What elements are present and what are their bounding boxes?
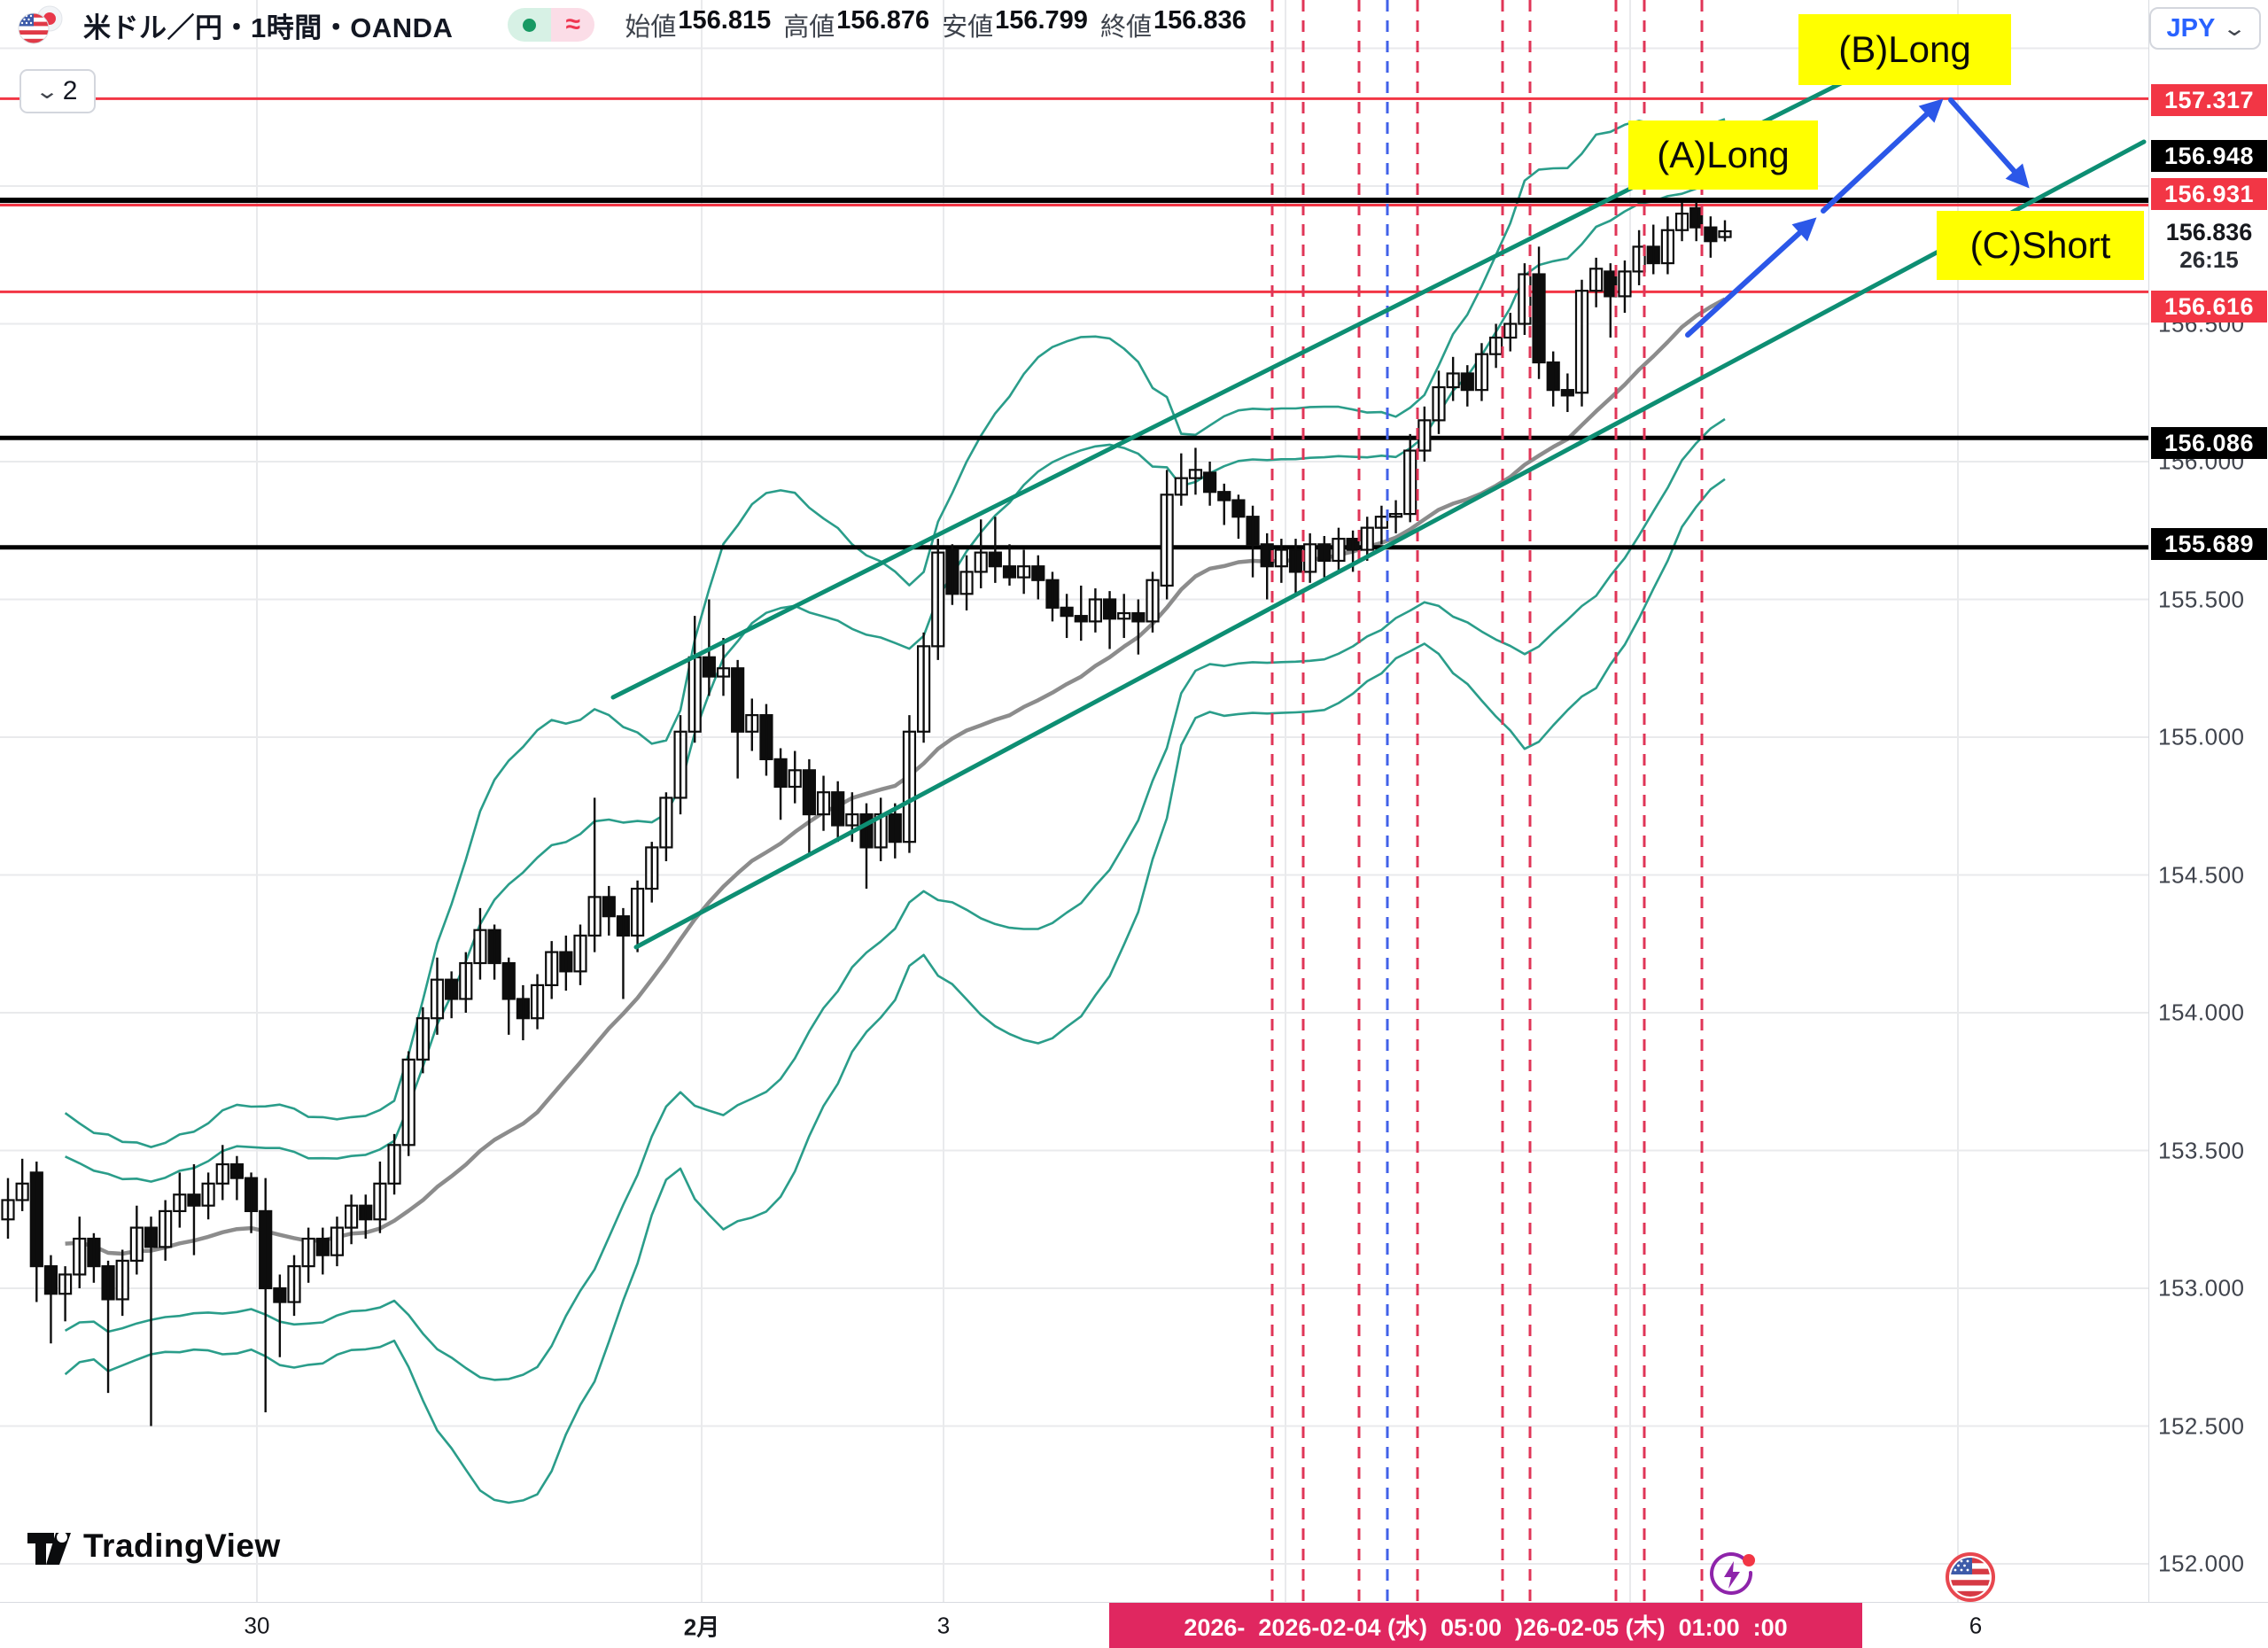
time-tick-label: 6 <box>1969 1612 1983 1638</box>
price-tick-label: 152.500 <box>2158 1412 2245 1439</box>
us-flag-marker-icon[interactable] <box>1946 1552 1995 1606</box>
current-price: 156.836 <box>2165 219 2253 245</box>
time-tick-label: 2月 <box>683 1613 720 1640</box>
projection-arrow[interactable] <box>1948 97 2025 183</box>
trade-note-b-long[interactable]: (B)Long <box>1798 14 2011 85</box>
projection-arrow[interactable] <box>1685 222 1812 338</box>
bar-countdown: 26:15 <box>2179 246 2239 273</box>
trend-channel-line[interactable] <box>633 139 2147 950</box>
price-axis[interactable]: 156.500 156.000 155.500 155.000 154.500 154.0… <box>2148 0 2268 1602</box>
bollinger-band-line[interactable] <box>64 478 1726 1504</box>
time-tick-label: 3 <box>936 1612 951 1638</box>
price-tick-label: 154.000 <box>2158 999 2245 1026</box>
current-price-label: 156.836 26:15 <box>2151 219 2267 274</box>
price-tick-label: 154.500 <box>2158 861 2245 888</box>
price-line-label[interactable]: 157.317 <box>2151 84 2267 116</box>
indicators-collapse-button[interactable]: ⌄ 2 <box>19 69 96 113</box>
price-tick-label: 155.500 <box>2158 586 2245 612</box>
price-line-label[interactable]: 155.689 <box>2151 528 2267 560</box>
price-line-label[interactable]: 156.948 <box>2151 140 2267 172</box>
chevron-down-icon: ⌄ <box>34 79 59 104</box>
price-line-label[interactable]: 156.931 <box>2151 178 2267 210</box>
bollinger-band-line[interactable] <box>64 118 1726 1148</box>
price-tick-label: 153.000 <box>2158 1274 2245 1302</box>
price-line-label[interactable]: 156.086 <box>2151 427 2267 459</box>
trade-note-c-short[interactable]: (C)Short <box>1937 211 2144 280</box>
time-tick-label: 30 <box>244 1612 270 1638</box>
projection-arrowhead <box>2005 163 2030 189</box>
lightning-alert-icon[interactable] <box>1706 1549 1758 1605</box>
price-line-label[interactable]: 156.616 <box>2151 291 2267 323</box>
bollinger-band-line[interactable] <box>64 417 1726 1381</box>
currency-unit-label: JPY <box>2166 13 2216 43</box>
projection-arrowhead <box>1791 217 1817 242</box>
tradingview-logo-icon <box>27 1532 71 1565</box>
selected-date-range-label[interactable]: 2026- 2026-02-04 (水) 05:00 )26-02-05 (木)… <box>1109 1603 1862 1648</box>
chevron-down-icon: ⌄ <box>2222 16 2248 41</box>
indicator-count: 2 <box>62 76 78 105</box>
tradingview-logo-text: TradingView <box>83 1528 281 1564</box>
price-tick-label: 153.500 <box>2158 1137 2245 1163</box>
tradingview-logo[interactable]: TradingView <box>27 1526 281 1566</box>
price-tick-label: 155.000 <box>2158 723 2245 750</box>
projection-arrowhead <box>1918 98 1944 123</box>
time-axis[interactable]: 2026- 2026-02-04 (水) 05:00 )26-02-05 (木)… <box>0 1602 2268 1648</box>
bollinger-basis-line[interactable] <box>65 297 1727 1256</box>
bollinger-band-line[interactable] <box>65 177 1726 1183</box>
trade-note-a-long[interactable]: (A)Long <box>1628 120 1818 190</box>
price-tick-label: 152.000 <box>2158 1550 2245 1577</box>
currency-unit-button[interactable]: JPY ⌄ <box>2149 7 2261 50</box>
projection-arrow[interactable] <box>1821 103 1938 214</box>
